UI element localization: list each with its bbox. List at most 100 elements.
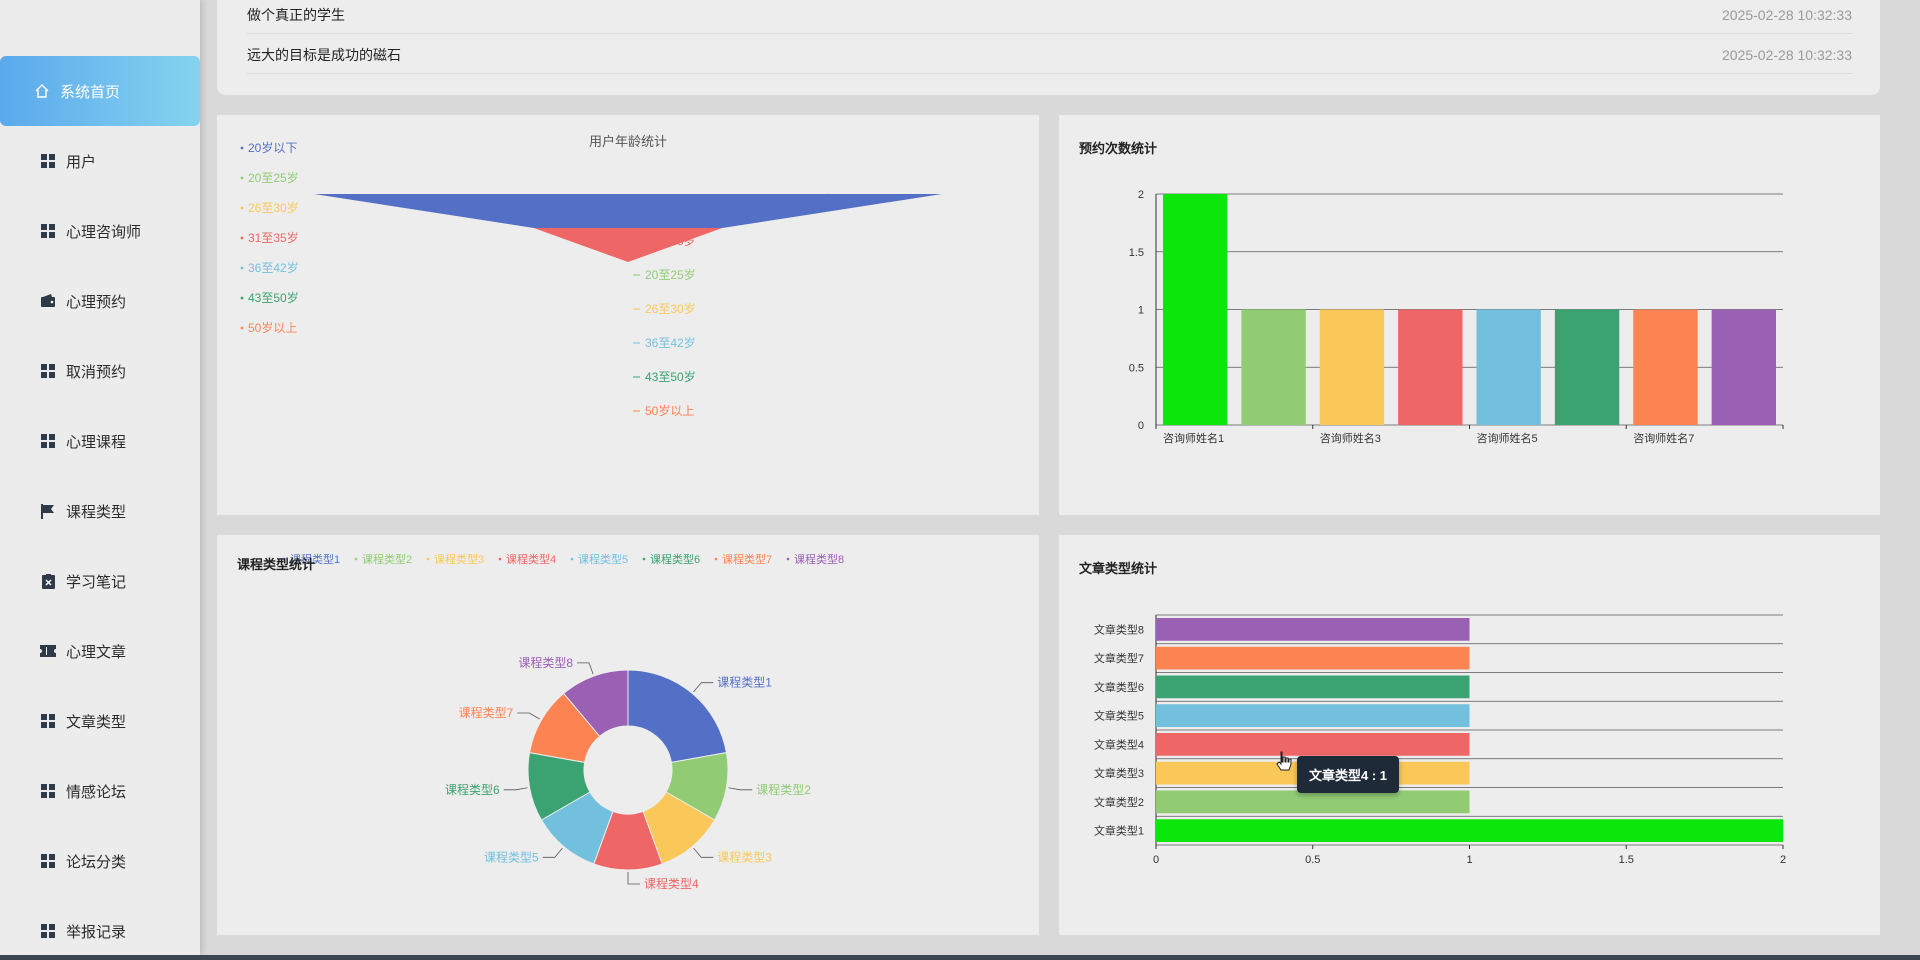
y-tick-label: 文章类型3 (1094, 766, 1144, 780)
legend-marker (240, 326, 244, 330)
y-tick-label: 文章类型6 (1094, 680, 1144, 694)
x-tick-label: 咨询师姓名7 (1633, 431, 1694, 445)
article-type-bar-chart: 文章类型1 文章类型2 文章类型3 文章类型4 文章类型5 文章类型6 文章类型7 文章类型8… (1094, 614, 1786, 866)
grid-icon (40, 153, 56, 169)
x-tick-label: 咨询师姓名1 (1163, 431, 1224, 445)
notice-item[interactable]: 远大的目标是成功的磁石 2025-02-28 10:32:33 (247, 36, 1852, 74)
flag-icon (40, 503, 56, 519)
bar (1156, 819, 1783, 842)
funnel-segment (314, 194, 942, 228)
legend-marker (426, 557, 430, 561)
y-tick-label: 0 (1138, 420, 1144, 432)
y-tick-label: 文章类型1 (1094, 824, 1144, 838)
sidebar-item-label: 学习笔记 (66, 573, 127, 591)
wallet-icon (40, 293, 56, 309)
bar (1163, 194, 1228, 425)
y-tick-label: 1.5 (1129, 247, 1144, 259)
funnel-segment (533, 228, 723, 262)
legend-marker (282, 557, 286, 561)
grid-icon (40, 923, 56, 939)
home-icon (34, 83, 50, 99)
sidebar-item-label: 心理预约 (66, 293, 127, 311)
y-tick-label: 文章类型2 (1094, 795, 1144, 809)
legend-item: 课程类型3 (434, 552, 484, 566)
legend-item: 36至42岁 (248, 260, 299, 275)
notice-item[interactable]: 做个真正的学生 2025-02-28 10:32:33 (247, 0, 1852, 34)
sidebar-item-8[interactable]: 心理文章 (0, 616, 200, 686)
taskbar (0, 955, 1920, 960)
pie-slice (627, 669, 728, 763)
x-tick-label: 1 (1466, 854, 1472, 866)
notice-date: 2025-02-28 10:32:33 (1722, 46, 1852, 63)
bar (1241, 309, 1306, 425)
ticket-icon (40, 643, 56, 659)
sidebar-item-label: 心理课程 (66, 433, 127, 451)
legend-marker (498, 557, 502, 561)
sidebar-item-0[interactable]: 系统首页 (0, 56, 200, 126)
sidebar-item-2[interactable]: 心理咨询师 (0, 196, 200, 266)
legend-marker (570, 557, 574, 561)
legend-item: 课程类型5 (578, 552, 628, 566)
sidebar-item-6[interactable]: 课程类型 (0, 476, 200, 546)
legend-item: 20至25岁 (248, 170, 299, 185)
pie-label: 课程类型7 (459, 705, 514, 720)
bar (1156, 733, 1470, 756)
funnel-label: 36至42岁 (645, 335, 696, 350)
legend-marker (240, 296, 244, 300)
sidebar-item-label: 课程类型 (66, 503, 127, 521)
y-tick-label: 0.5 (1129, 362, 1144, 374)
legend-marker (240, 146, 244, 150)
legend-item: 课程类型1 (290, 552, 340, 566)
sidebar-item-11[interactable]: 论坛分类 (0, 826, 200, 896)
legend-item: 课程类型6 (650, 552, 700, 566)
sidebar-item-label: 文章类型 (66, 713, 127, 731)
funnel-label: 43至50岁 (645, 369, 696, 384)
legend-marker (240, 176, 244, 180)
legend-marker (240, 206, 244, 210)
pie-label: 课程类型1 (717, 675, 772, 690)
grid-icon (40, 713, 56, 729)
grid-icon (40, 363, 56, 379)
legend-marker (642, 557, 646, 561)
sidebar-item-10[interactable]: 情感论坛 (0, 756, 200, 826)
legend-item: 31至35岁 (248, 230, 299, 245)
x-tick-label: 0 (1153, 854, 1159, 866)
grid-icon (40, 783, 56, 799)
sidebar-item-1[interactable]: 用户 (0, 126, 200, 196)
legend-item: 26至30岁 (248, 200, 299, 215)
y-tick-label: 文章类型8 (1094, 622, 1144, 636)
grid-icon (40, 433, 56, 449)
bar (1633, 309, 1698, 425)
legend-marker (786, 557, 790, 561)
sidebar-item-7[interactable]: 学习笔记 (0, 546, 200, 616)
notice-date: 2025-02-28 10:32:33 (1722, 6, 1852, 23)
legend-item: 43至50岁 (248, 290, 299, 305)
sidebar-item-label: 举报记录 (66, 923, 127, 941)
sidebar-item-5[interactable]: 心理课程 (0, 406, 200, 476)
bar (1319, 309, 1385, 425)
notice-title: 远大的目标是成功的磁石 (247, 46, 401, 63)
sidebar-item-3[interactable]: 心理预约 (0, 266, 200, 336)
y-tick-label: 文章类型7 (1094, 651, 1144, 665)
x-tick-label: 0.5 (1305, 854, 1320, 866)
legend-item: 50岁以上 (248, 320, 297, 335)
funnel-label: 26至30岁 (645, 301, 696, 316)
y-tick-label: 文章类型5 (1094, 709, 1144, 723)
sidebar-item-label: 论坛分类 (66, 853, 127, 871)
pointer-cursor-icon (1276, 751, 1292, 771)
funnel-label: 20至25岁 (645, 267, 696, 282)
pie-label: 课程类型5 (484, 849, 539, 864)
appointment-chart-panel: 预约次数统计 0 0.5 1 1.5 2 咨询师姓名1 咨询师姓名3 咨询师姓名5 咨询师姓名7 (1059, 115, 1880, 515)
sidebar-item-4[interactable]: 取消预约 (0, 336, 200, 406)
appointment-bar-chart: 0 0.5 1 1.5 2 咨询师姓名1 咨询师姓名3 咨询师姓名5 咨询师姓名7 (1129, 189, 1784, 445)
pie-label: 课程类型6 (445, 782, 500, 797)
sidebar-item-12[interactable]: 举报记录 (0, 896, 200, 960)
chart-title: 文章类型统计 (1079, 561, 1158, 576)
legend-marker (240, 236, 244, 240)
bar (1156, 675, 1470, 699)
sidebar-item-label: 心理文章 (66, 643, 127, 661)
sidebar-item-9[interactable]: 文章类型 (0, 686, 200, 756)
x-tick-label: 咨询师姓名5 (1477, 431, 1538, 445)
legend-marker (354, 557, 358, 561)
chart-title: 预约次数统计 (1079, 141, 1158, 156)
